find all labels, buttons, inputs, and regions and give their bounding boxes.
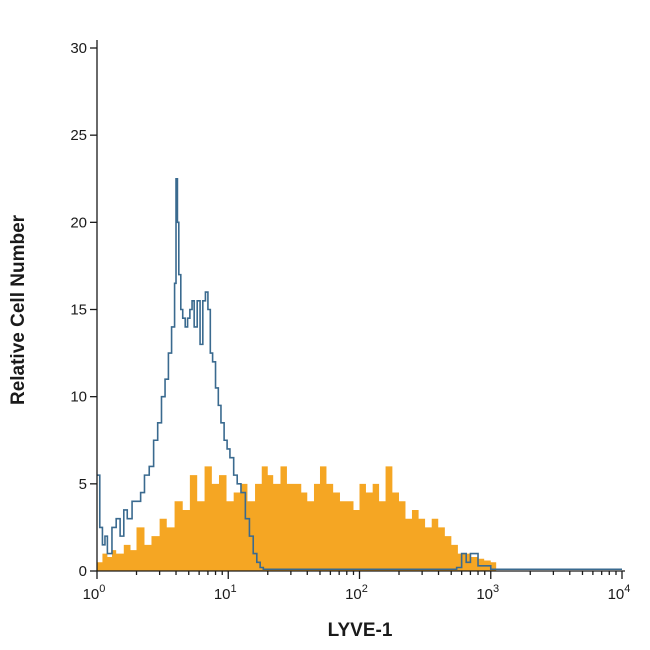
x-tick-label: 102 (345, 583, 368, 603)
series-1-outline-histogram (97, 177, 622, 571)
y-tick-label: 15 (70, 302, 87, 319)
y-tick-label: 10 (70, 389, 87, 406)
y-tick-label: 30 (70, 40, 87, 57)
x-tick-exponent: 4 (624, 583, 630, 595)
x-ticks: 100 101 102 103 104 (83, 571, 631, 603)
x-axis-title: LYVE-1 (328, 620, 393, 641)
series-layer (97, 177, 622, 571)
y-tick-label: 0 (79, 563, 87, 580)
y-axis-title: Relative Cell Number (8, 214, 29, 405)
x-tick-label: 104 (608, 583, 631, 603)
x-tick-label: 103 (476, 583, 499, 603)
y-tick-label: 5 (79, 476, 87, 493)
y-tick-label: 25 (70, 127, 87, 144)
series-0-filled-histogram (97, 466, 500, 571)
x-tick-exponent: 0 (99, 583, 105, 595)
x-tick-exponent: 3 (493, 583, 499, 595)
x-tick-exponent: 1 (231, 583, 237, 595)
x-tick-label: 100 (83, 583, 106, 603)
x-tick-exponent: 2 (362, 583, 368, 595)
y-tick-label: 20 (70, 214, 87, 231)
y-ticks: 0 5 10 15 20 25 30 (70, 40, 97, 580)
x-tick-label: 101 (214, 583, 237, 603)
